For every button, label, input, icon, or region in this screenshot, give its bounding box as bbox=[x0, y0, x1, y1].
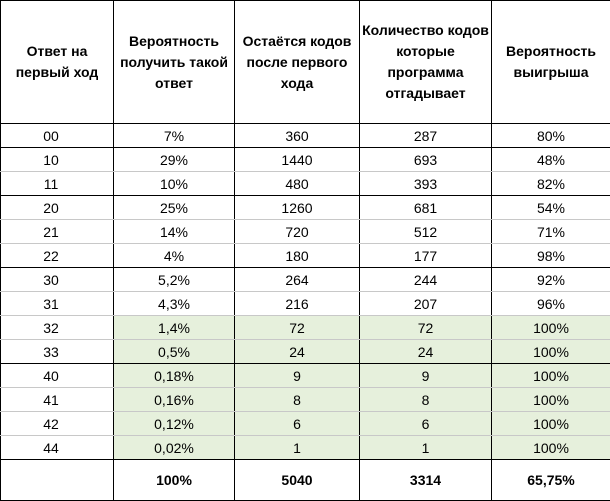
table-cell: 512 bbox=[360, 220, 492, 244]
table-cell: 681 bbox=[360, 196, 492, 220]
table-cell: 22 bbox=[1, 244, 114, 268]
table-cell: 287 bbox=[360, 124, 492, 148]
table-cell: 100% bbox=[492, 436, 610, 460]
table-cell: 44 bbox=[1, 436, 114, 460]
table-cell: 48% bbox=[492, 148, 610, 172]
table-cell: 6 bbox=[235, 412, 360, 436]
table-cell: 4% bbox=[114, 244, 235, 268]
table-cell: 98% bbox=[492, 244, 610, 268]
table-cell: 7% bbox=[114, 124, 235, 148]
table-cell: 264 bbox=[235, 268, 360, 292]
table-cell: 100% bbox=[492, 340, 610, 364]
table-cell: 54% bbox=[492, 196, 610, 220]
table-cell: 32 bbox=[1, 316, 114, 340]
total-cell: 5040 bbox=[235, 460, 360, 501]
table-cell: 10 bbox=[1, 148, 114, 172]
table-cell: 33 bbox=[1, 340, 114, 364]
table-cell: 1440 bbox=[235, 148, 360, 172]
table-cell: 100% bbox=[492, 412, 610, 436]
table-cell: 1 bbox=[360, 436, 492, 460]
table-cell: 20 bbox=[1, 196, 114, 220]
table-cell: 180 bbox=[235, 244, 360, 268]
table-cell: 31 bbox=[1, 292, 114, 316]
table-cell: 1 bbox=[235, 436, 360, 460]
table-cell: 41 bbox=[1, 388, 114, 412]
column-header: Ответ на первый ход bbox=[1, 1, 114, 124]
table-cell: 00 bbox=[1, 124, 114, 148]
table-cell: 0,18% bbox=[114, 364, 235, 388]
table-cell: 393 bbox=[360, 172, 492, 196]
total-cell: 100% bbox=[114, 460, 235, 501]
column-header: Остаётся кодов после первого хода bbox=[235, 1, 360, 124]
table-cell: 4,3% bbox=[114, 292, 235, 316]
table-cell: 82% bbox=[492, 172, 610, 196]
table-cell: 1,4% bbox=[114, 316, 235, 340]
table-cell: 30 bbox=[1, 268, 114, 292]
column-header: Количество кодов которые программа отгад… bbox=[360, 1, 492, 124]
header-row: Ответ на первый ход Вероятность получить… bbox=[1, 1, 610, 124]
table-cell: 5,2% bbox=[114, 268, 235, 292]
table-cell: 72 bbox=[235, 316, 360, 340]
table-cell: 8 bbox=[360, 388, 492, 412]
column-header: Вероятность получить такой ответ bbox=[114, 1, 235, 124]
table-cell: 0,16% bbox=[114, 388, 235, 412]
table-cell: 14% bbox=[114, 220, 235, 244]
table-cell: 42 bbox=[1, 412, 114, 436]
table-cell: 0,12% bbox=[114, 412, 235, 436]
table-cell: 0,02% bbox=[114, 436, 235, 460]
table-cell: 100% bbox=[492, 364, 610, 388]
table-cell: 480 bbox=[235, 172, 360, 196]
table-cell: 8 bbox=[235, 388, 360, 412]
table-cell: 11 bbox=[1, 172, 114, 196]
table-cell: 29% bbox=[114, 148, 235, 172]
table-cell: 1260 bbox=[235, 196, 360, 220]
table-cell: 21 bbox=[1, 220, 114, 244]
table-cell: 0,5% bbox=[114, 340, 235, 364]
table-cell: 244 bbox=[360, 268, 492, 292]
table-cell: 71% bbox=[492, 220, 610, 244]
table-cell: 24 bbox=[235, 340, 360, 364]
table-cell: 40 bbox=[1, 364, 114, 388]
table-cell: 6 bbox=[360, 412, 492, 436]
table-cell: 25% bbox=[114, 196, 235, 220]
table-cell: 96% bbox=[492, 292, 610, 316]
table-cell: 100% bbox=[492, 388, 610, 412]
table-cell: 177 bbox=[360, 244, 492, 268]
table-cell: 720 bbox=[235, 220, 360, 244]
table-cell: 9 bbox=[235, 364, 360, 388]
table-cell: 207 bbox=[360, 292, 492, 316]
table-cell: 216 bbox=[235, 292, 360, 316]
table-cell: 693 bbox=[360, 148, 492, 172]
table-cell: 24 bbox=[360, 340, 492, 364]
table-cell: 9 bbox=[360, 364, 492, 388]
table-cell: 92% bbox=[492, 268, 610, 292]
total-cell: 3314 bbox=[360, 460, 492, 501]
table-cell: 100% bbox=[492, 316, 610, 340]
table-cell: 72 bbox=[360, 316, 492, 340]
total-cell bbox=[1, 460, 114, 501]
total-cell: 65,75% bbox=[492, 460, 610, 501]
table-cell: 360 bbox=[235, 124, 360, 148]
column-header: Вероятность выигрыша bbox=[492, 1, 610, 124]
table-cell: 80% bbox=[492, 124, 610, 148]
table-cell: 10% bbox=[114, 172, 235, 196]
